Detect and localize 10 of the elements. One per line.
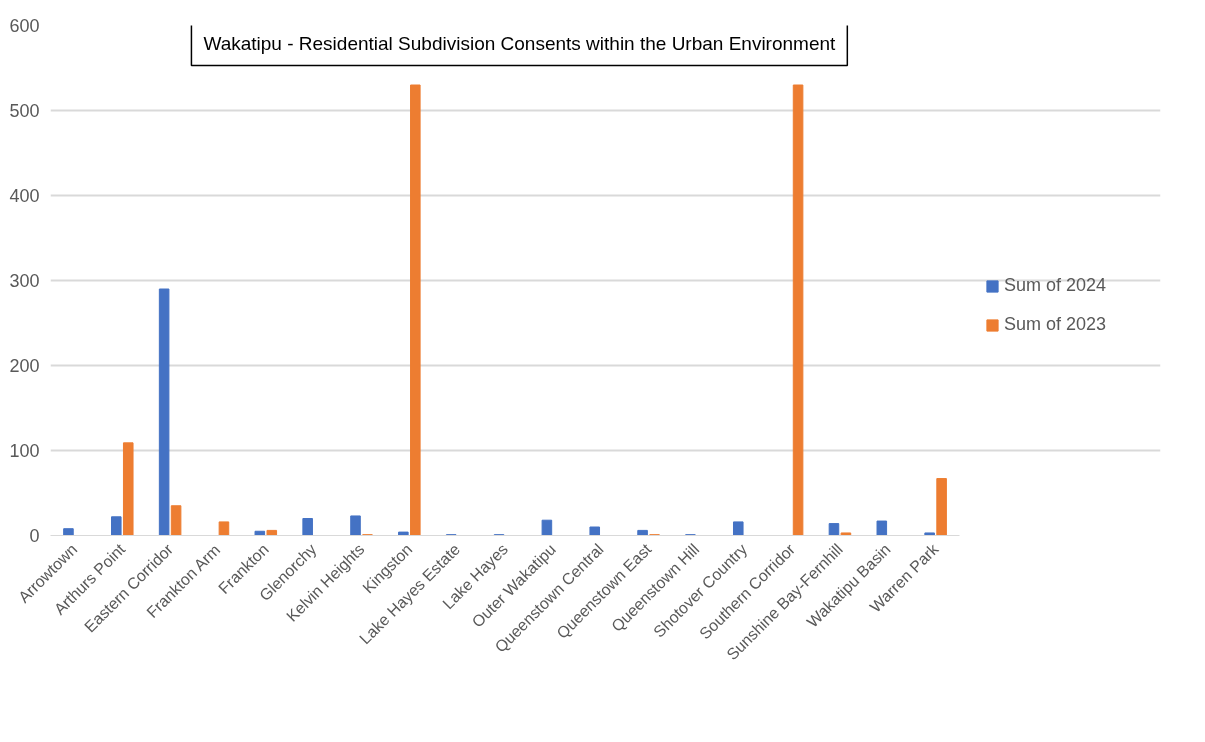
legend-label: Sum of 2024 — [1004, 275, 1107, 296]
y-tick-label: 600 — [9, 16, 40, 36]
chart-title: Wakatipu - Residential Subdivision Consents within the Urban Environment — [203, 32, 837, 54]
y-tick-label: 400 — [9, 186, 40, 206]
y-tick-label: 300 — [9, 271, 40, 291]
y-tick-label: 200 — [9, 356, 40, 376]
y-tick-label: 500 — [9, 101, 40, 121]
y-tick-label: 100 — [9, 441, 40, 461]
y-tick-label: 0 — [29, 526, 40, 546]
legend-label: Sum of 2023 — [1004, 314, 1107, 335]
